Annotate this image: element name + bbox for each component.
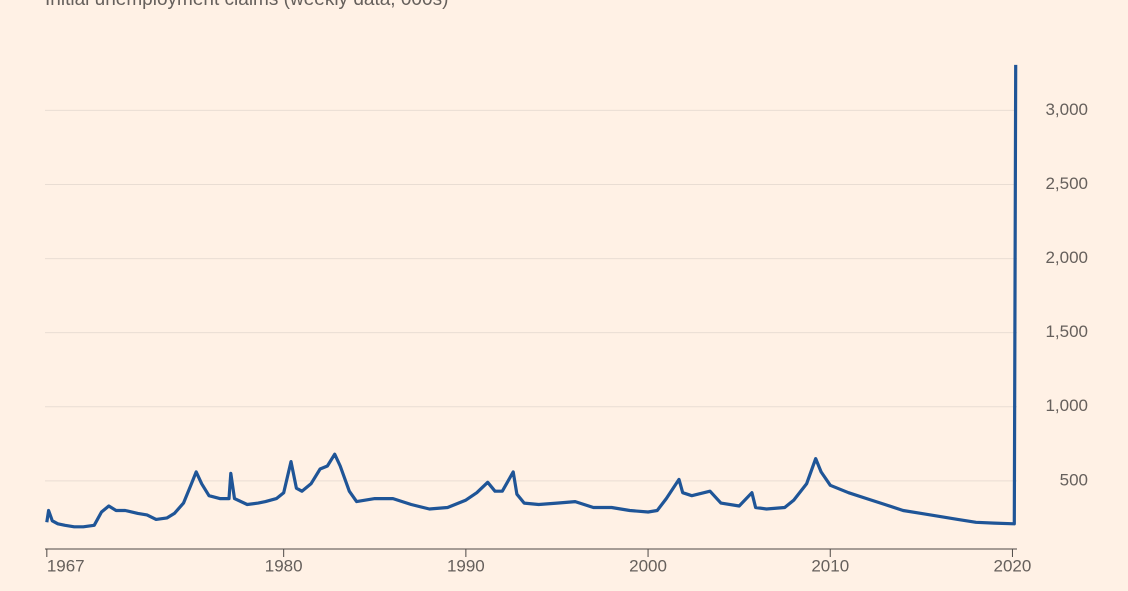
x-tick-label: 2020 [994,556,1032,575]
y-tick-label: 2,000 [1045,248,1088,267]
y-tick-label: 1,500 [1045,322,1088,341]
x-tick-label: 1980 [265,556,303,575]
y-tick-label: 2,500 [1045,174,1088,193]
y-tick-label: 1,000 [1045,396,1088,415]
x-tick-label: 2010 [811,556,849,575]
x-tick-label: 2000 [629,556,667,575]
y-tick-label: 3,000 [1045,100,1088,119]
chart-title: Initial unemployment claims (weekly data… [45,0,448,10]
x-tick-label: 1967 [47,556,85,575]
y-tick-label: 500 [1060,470,1088,489]
x-tick-label: 1990 [447,556,485,575]
line [45,64,1018,529]
